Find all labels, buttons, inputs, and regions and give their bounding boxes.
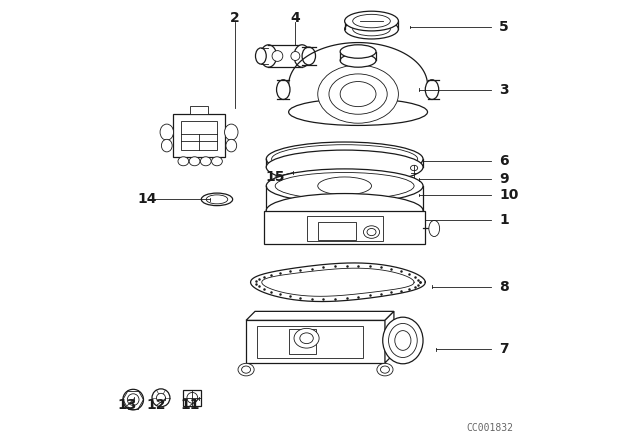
- Ellipse shape: [212, 157, 222, 166]
- Text: 4: 4: [291, 11, 300, 25]
- Text: 3: 3: [499, 82, 509, 97]
- Ellipse shape: [241, 366, 250, 373]
- Ellipse shape: [189, 157, 200, 166]
- Ellipse shape: [200, 157, 211, 166]
- Bar: [307, 216, 383, 241]
- Ellipse shape: [226, 139, 237, 152]
- Ellipse shape: [294, 328, 319, 348]
- Ellipse shape: [289, 99, 428, 125]
- Ellipse shape: [187, 392, 198, 403]
- Ellipse shape: [266, 150, 423, 184]
- Bar: [264, 211, 426, 244]
- Ellipse shape: [294, 45, 310, 67]
- Ellipse shape: [294, 164, 301, 169]
- Ellipse shape: [123, 389, 143, 410]
- Ellipse shape: [380, 366, 390, 373]
- Ellipse shape: [340, 82, 376, 107]
- Text: 1: 1: [499, 212, 509, 227]
- Text: 7: 7: [499, 342, 509, 357]
- Ellipse shape: [225, 124, 238, 140]
- Polygon shape: [173, 114, 225, 157]
- Bar: [289, 329, 316, 354]
- Ellipse shape: [377, 363, 393, 376]
- Ellipse shape: [291, 52, 300, 60]
- Ellipse shape: [260, 45, 276, 67]
- Ellipse shape: [266, 194, 423, 228]
- Text: 9: 9: [499, 172, 509, 186]
- Bar: [317, 222, 356, 240]
- Polygon shape: [246, 320, 385, 363]
- Ellipse shape: [238, 363, 254, 376]
- Text: CC001832: CC001832: [467, 423, 514, 433]
- Ellipse shape: [425, 80, 439, 99]
- Ellipse shape: [329, 74, 387, 114]
- Text: 6: 6: [499, 154, 509, 168]
- Text: 11: 11: [180, 398, 200, 413]
- Ellipse shape: [367, 228, 376, 236]
- Ellipse shape: [353, 14, 390, 28]
- Ellipse shape: [276, 80, 290, 99]
- Ellipse shape: [201, 193, 233, 206]
- Ellipse shape: [302, 47, 316, 65]
- Text: 8: 8: [499, 280, 509, 294]
- Ellipse shape: [255, 48, 266, 64]
- Text: 15: 15: [266, 170, 285, 184]
- Ellipse shape: [383, 317, 423, 364]
- Ellipse shape: [340, 45, 376, 58]
- Ellipse shape: [411, 186, 417, 190]
- Ellipse shape: [206, 195, 228, 204]
- Ellipse shape: [344, 19, 398, 39]
- Ellipse shape: [344, 11, 398, 31]
- Ellipse shape: [317, 177, 371, 195]
- Ellipse shape: [275, 172, 414, 199]
- Ellipse shape: [429, 220, 440, 237]
- Bar: [257, 326, 362, 358]
- Polygon shape: [246, 311, 394, 320]
- Text: 13: 13: [118, 398, 137, 413]
- Ellipse shape: [266, 169, 423, 203]
- Ellipse shape: [300, 333, 314, 344]
- Text: 14: 14: [138, 192, 157, 207]
- Ellipse shape: [409, 184, 419, 192]
- Text: 2: 2: [230, 11, 240, 25]
- Polygon shape: [190, 106, 208, 114]
- Polygon shape: [181, 121, 217, 150]
- Ellipse shape: [160, 124, 173, 140]
- Ellipse shape: [161, 139, 172, 152]
- Ellipse shape: [364, 226, 380, 238]
- Text: 5: 5: [499, 20, 509, 34]
- Ellipse shape: [395, 331, 411, 350]
- Ellipse shape: [127, 394, 139, 405]
- Ellipse shape: [410, 165, 418, 171]
- Text: 10: 10: [499, 188, 518, 202]
- Ellipse shape: [156, 393, 165, 402]
- Ellipse shape: [152, 389, 170, 407]
- Ellipse shape: [388, 323, 417, 358]
- Ellipse shape: [266, 142, 423, 176]
- Ellipse shape: [317, 65, 398, 123]
- Polygon shape: [183, 390, 201, 406]
- Ellipse shape: [271, 145, 418, 173]
- Ellipse shape: [340, 54, 376, 67]
- Ellipse shape: [178, 157, 189, 166]
- Ellipse shape: [272, 51, 283, 61]
- Text: 12: 12: [147, 398, 166, 413]
- Polygon shape: [385, 311, 394, 363]
- Ellipse shape: [353, 22, 390, 36]
